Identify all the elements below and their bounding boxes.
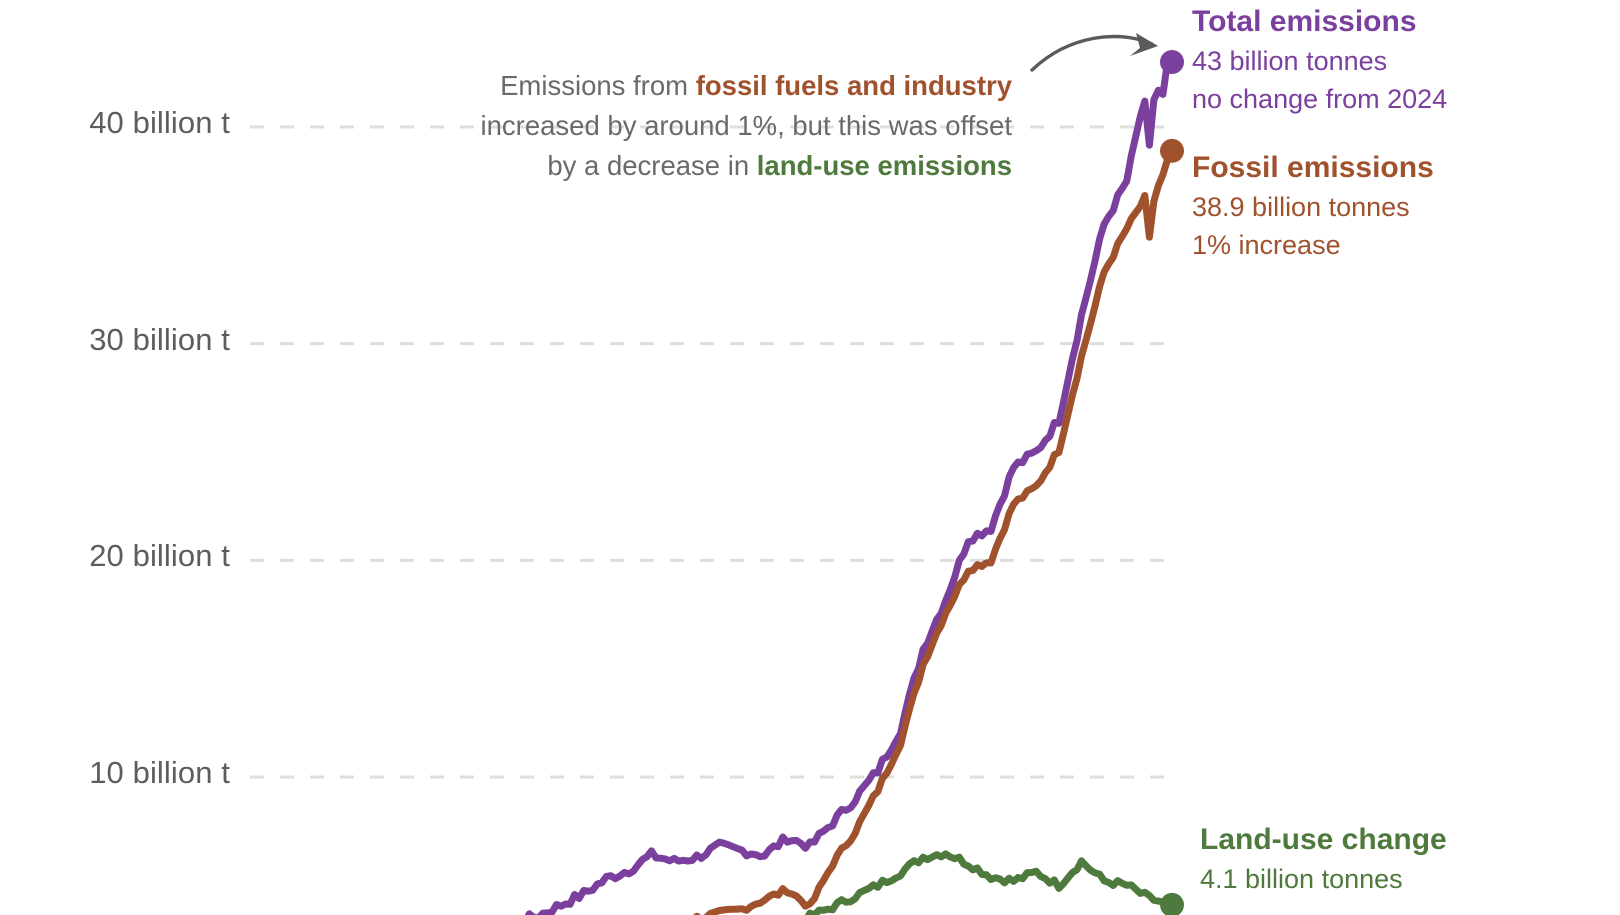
annotation-line-3-prefix: by a decrease in — [547, 150, 757, 181]
end-marker-fossil-emissions — [1160, 138, 1184, 163]
callout-land-value: 4.1 billion tonnes — [1200, 864, 1403, 894]
end-marker-total-emissions — [1160, 50, 1184, 74]
series-end-markers — [1160, 50, 1184, 915]
series-lines — [524, 58, 1176, 915]
y-axis-tick-label: 30 billion t — [89, 321, 230, 357]
callout-total-emissions: Total emissions 43 billion tonnes no cha… — [1192, 2, 1447, 118]
callout-fossil-change: 1% increase — [1192, 230, 1341, 260]
annotation-fossil-highlight: fossil fuels and industry — [695, 70, 1012, 101]
callout-fossil-title: Fossil emissions — [1192, 151, 1434, 184]
callout-total-value: 43 billion tonnes — [1192, 46, 1388, 76]
series-line-fossil-emissions — [693, 147, 1176, 915]
callout-land-title: Land-use change — [1200, 823, 1447, 856]
annotation-land-highlight: land-use emissions — [756, 150, 1012, 181]
annotation-line-3: by a decrease in land-use emissions — [300, 146, 1012, 186]
callout-land-use-change: Land-use change 4.1 billion tonnes — [1200, 820, 1447, 898]
callout-fossil-emissions: Fossil emissions 38.9 billion tonnes 1% … — [1192, 148, 1434, 264]
chart-annotation-text: Emissions from fossil fuels and industry… — [300, 66, 1012, 186]
y-axis-tick-label: 10 billion t — [89, 755, 230, 790]
y-axis-tick-label: 20 billion t — [89, 538, 230, 574]
gridlines — [250, 125, 1180, 779]
callout-total-title: Total emissions — [1192, 5, 1417, 38]
callout-total-change: no change from 2024 — [1192, 84, 1448, 114]
series-line-land-use-change — [804, 850, 1176, 915]
annotation-line-2: increased by around 1%, but this was off… — [480, 110, 1012, 141]
annotation-line-1: Emissions from fossil fuels and industry — [300, 66, 1012, 106]
annotation-line-1-prefix: Emissions from — [500, 70, 696, 101]
end-marker-land-use-change — [1160, 892, 1184, 915]
annotation-arrow-icon — [1030, 33, 1158, 72]
callout-fossil-value: 38.9 billion tonnes — [1192, 192, 1410, 222]
series-line-total-emissions — [524, 58, 1176, 915]
y-axis-tick-label: 40 billion t — [89, 105, 230, 140]
